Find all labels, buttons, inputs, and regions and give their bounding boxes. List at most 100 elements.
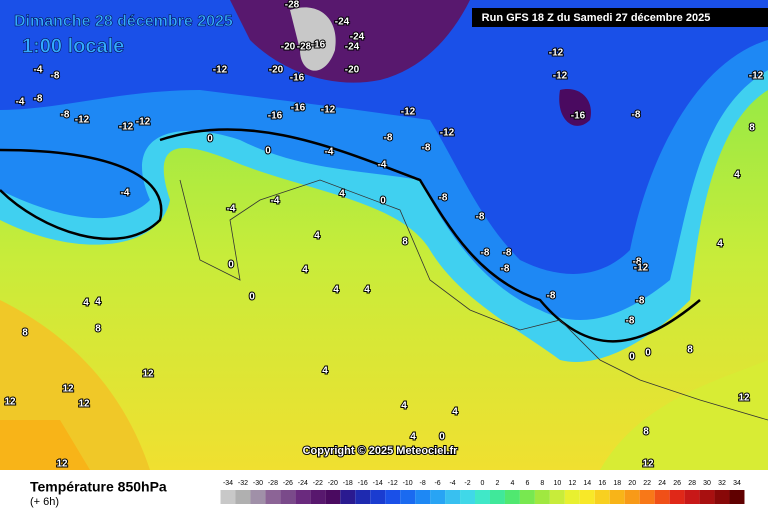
- isotherm-label: 4: [734, 170, 740, 181]
- legend-swatch: [669, 490, 685, 504]
- isotherm-label: -28: [297, 42, 312, 53]
- legend-swatch: [295, 490, 311, 504]
- isotherm-label: -8: [476, 212, 485, 223]
- run-box: [472, 8, 768, 27]
- legend-tick-label: -12: [388, 480, 398, 487]
- isotherm-label: -12: [440, 128, 455, 139]
- legend-tick-label: 30: [703, 480, 711, 487]
- legend-tick-label: -30: [253, 480, 263, 487]
- legend-tick-label: 26: [673, 480, 681, 487]
- legend-swatch: [400, 490, 416, 504]
- isotherm-label: 4: [333, 285, 339, 296]
- isotherm-label: -28: [285, 0, 300, 11]
- isotherm-label: 12: [56, 459, 68, 470]
- legend-tick-label: -20: [328, 480, 338, 487]
- legend-tick-label: 14: [583, 480, 591, 487]
- isotherm-label: -8: [503, 248, 512, 259]
- legend-tick-label: -22: [313, 480, 323, 487]
- isotherm-label: -4: [227, 204, 236, 215]
- legend-swatch: [460, 490, 476, 504]
- legend-swatch: [475, 490, 490, 504]
- legend-tick-label: 34: [733, 480, 741, 487]
- isotherm-label: -12: [136, 117, 151, 128]
- isotherm-label: -8: [384, 133, 393, 144]
- legend-swatch: [639, 490, 655, 504]
- legend-swatch: [714, 490, 730, 504]
- isotherm-label: -8: [632, 110, 641, 121]
- isotherm-label: -12: [549, 48, 564, 59]
- isotherm-label: 8: [22, 328, 28, 339]
- isotherm-label: -16: [571, 111, 586, 122]
- legend-tick-label: 28: [688, 480, 696, 487]
- isotherm-label: -4: [121, 188, 130, 199]
- time: 1:00 locale: [22, 35, 124, 57]
- isotherm-label: -8: [422, 143, 431, 154]
- legend-swatch: [624, 490, 640, 504]
- legend-tick-label: 4: [510, 480, 514, 487]
- legend-swatch: [594, 490, 610, 504]
- isotherm-label: -20: [345, 65, 360, 76]
- footer-title: Température 850hPa: [30, 479, 167, 495]
- isotherm-label: 4: [83, 298, 89, 309]
- legend-tick-label: 32: [718, 480, 726, 487]
- legend-tick-label: 16: [598, 480, 606, 487]
- legend-tick-label: -24: [298, 480, 308, 487]
- legend-swatch: [370, 490, 386, 504]
- isotherm-label: -12: [634, 263, 649, 274]
- isotherm-label: -24: [345, 42, 360, 53]
- isotherm-label: 8: [643, 427, 649, 438]
- isotherm-label: -8: [51, 71, 60, 82]
- legend: -34 -32 -30 -28 -26 -24 -22 -20 -18 -16 -14 -12 -10-…: [220, 480, 745, 504]
- isotherm-label: -12: [321, 105, 336, 116]
- legend-swatch: [325, 490, 341, 504]
- isotherm-label: 4: [302, 265, 308, 276]
- legend-tick-label: -16: [358, 480, 368, 487]
- isotherm-label: -12: [119, 122, 134, 133]
- legend-swatch: [699, 490, 715, 504]
- legend-tick-label: 20: [628, 480, 636, 487]
- isotherm-label: 8: [402, 237, 408, 248]
- legend-swatch: [415, 490, 431, 504]
- legend-swatch: [654, 490, 670, 504]
- isotherm-label: 4: [401, 401, 407, 412]
- legend-swatch: [489, 490, 505, 504]
- legend-tick-label: 22: [643, 480, 651, 487]
- isotherm-label: -12: [401, 107, 416, 118]
- legend-swatch: [534, 490, 550, 504]
- legend-tick-label: -2: [464, 480, 470, 487]
- isotherm-label: -8: [439, 193, 448, 204]
- legend-swatch: [385, 490, 401, 504]
- isotherm-label: -8: [481, 248, 490, 259]
- legend-tick-label: -6: [434, 480, 440, 487]
- legend-tick-label: 24: [658, 480, 666, 487]
- legend-swatch: [235, 490, 251, 504]
- legend-swatch: [579, 490, 595, 504]
- isotherm-label: -8: [501, 264, 510, 275]
- legend-swatch: [729, 490, 745, 504]
- legend-tick-label: 10: [553, 480, 561, 487]
- isotherm-label: -8: [547, 291, 556, 302]
- legend-swatch: [564, 490, 580, 504]
- isotherm-label: -24: [335, 17, 350, 28]
- isotherm-label: -20: [281, 42, 296, 53]
- legend-tick-label: -32: [238, 480, 248, 487]
- isotherm-label: 4: [410, 432, 416, 443]
- isotherm-label: 12: [78, 399, 90, 410]
- isotherm-label: -16: [291, 103, 306, 114]
- isotherm-label: -8: [633, 257, 642, 268]
- isotherm-label: -4: [34, 65, 43, 76]
- map: [0, 0, 768, 470]
- legend-tick-label: 2: [496, 480, 500, 487]
- isotherm-label: 4: [717, 239, 723, 250]
- isotherm-label: 12: [738, 393, 750, 404]
- isotherm-label: -16: [311, 40, 326, 51]
- isotherm-label: -12: [213, 65, 228, 76]
- isotherm-label: 12: [642, 459, 654, 470]
- isotherm-label: 0: [439, 432, 445, 443]
- isotherm-label: 0: [629, 352, 635, 363]
- copyright: Copyright © 2025 Meteociel.fr: [303, 445, 459, 457]
- isotherm-labels: -28-24-24-24-20 -28 -16-20-20-16-12-12-8-4…: [3, 0, 764, 471]
- legend-swatch: [355, 490, 371, 504]
- isotherm-label: -20: [269, 65, 284, 76]
